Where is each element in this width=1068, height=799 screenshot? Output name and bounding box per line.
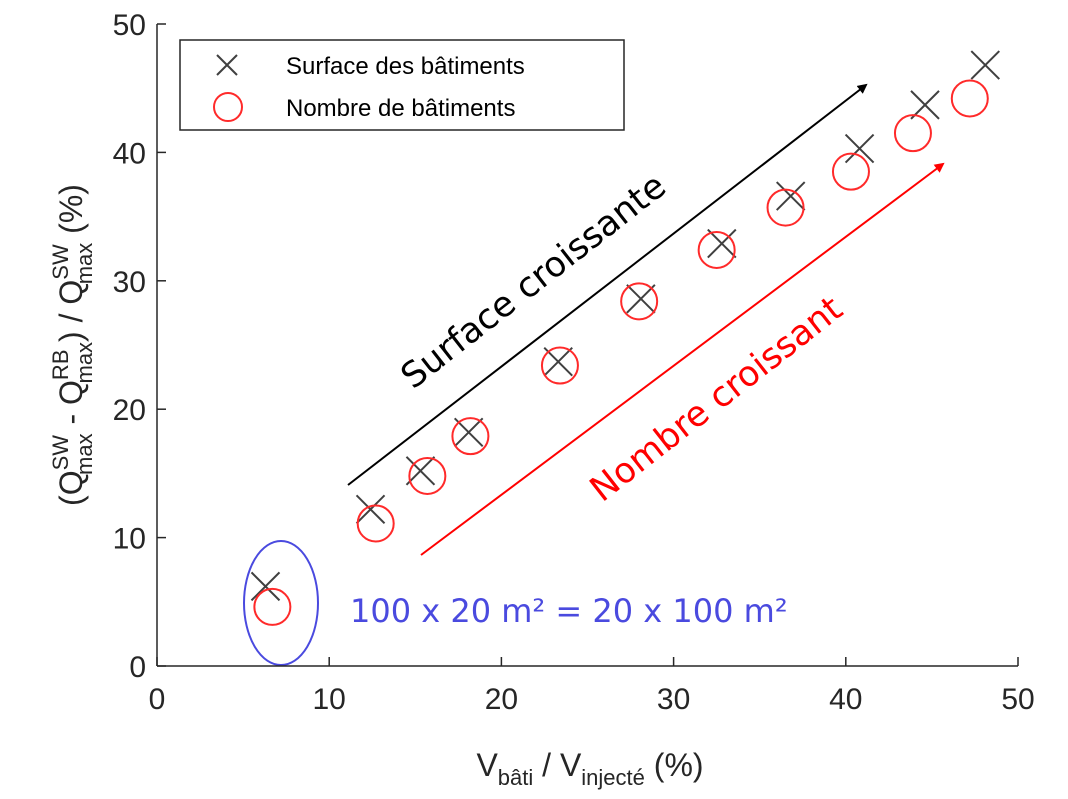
annotation-surface-croissante: Surface croissante: [394, 166, 674, 397]
legend-marker-circle: [213, 92, 243, 122]
point-surface: [910, 90, 940, 120]
point-nombre: [620, 282, 659, 321]
point-nombre: [766, 188, 805, 227]
x-tick-label: 40: [829, 683, 862, 716]
x-tick-label: 0: [149, 683, 166, 716]
y-axis-label: (QSWmax - QRBmax) / QSWmax (%): [48, 184, 97, 506]
point-surface-stroke: [453, 417, 484, 448]
point-surface: [707, 228, 737, 259]
point-nombre: [408, 456, 447, 495]
y-tick-label: 20: [113, 394, 146, 427]
point-surface: [250, 571, 281, 602]
arrow-surface-croissante: [347, 83, 868, 486]
point-nombre: [356, 504, 395, 543]
x-axis-label: Vbâti / Vinjecté (%): [476, 747, 703, 790]
highlight-ellipse: [243, 540, 319, 666]
y-tick-label: 40: [113, 137, 146, 170]
point-surface-stroke: [910, 90, 940, 120]
annotation-equality: 100 x 20 m² = 20 x 100 m²: [350, 592, 788, 630]
point-surface-stroke: [543, 346, 573, 377]
point-nombre: [831, 152, 870, 191]
point-surface: [405, 456, 436, 486]
point-surface: [970, 50, 1000, 80]
point-surface-stroke: [707, 228, 737, 259]
axes: 0 10 20 30 40 50 0 10 20 30 40 50: [113, 9, 1035, 716]
arrow-nombre-croissant: [420, 162, 945, 556]
legend-box: [179, 39, 625, 131]
y-tick-label: 30: [113, 266, 146, 299]
point-surface: [626, 284, 656, 314]
annotation-layer: [243, 83, 945, 666]
legend-label-nombre: Nombre de bâtiments: [286, 95, 515, 122]
point-surface: [775, 181, 806, 211]
point-nombre: [697, 230, 736, 269]
point-surface-stroke: [405, 456, 436, 486]
point-surface-stroke: [626, 284, 656, 314]
legend-label-surface: Surface des bâtiments: [286, 53, 525, 80]
point-surface-stroke: [775, 181, 806, 211]
data-marks: [250, 50, 1000, 626]
point-surface-stroke: [250, 571, 281, 602]
point-surface-stroke: [844, 133, 875, 164]
point-surface: [355, 494, 386, 525]
y-tick-label: 50: [113, 9, 146, 42]
point-nombre: [540, 346, 579, 385]
x-tick-label: 30: [657, 683, 690, 716]
point-surface-stroke: [970, 50, 1000, 80]
point-nombre: [950, 79, 989, 118]
legend: Surface des bâtiments Nombre de bâtiment…: [179, 39, 625, 131]
point-nombre: [451, 417, 490, 456]
point-nombre: [893, 114, 932, 153]
annotation-nombre-croissant: Nombre croissant: [583, 289, 850, 510]
point-surface-stroke: [355, 494, 386, 525]
legend-marker-x: [216, 54, 238, 76]
y-tick-label: 0: [129, 651, 146, 684]
x-tick-label: 50: [1001, 683, 1034, 716]
y-tick-label: 10: [113, 523, 146, 556]
x-tick-label: 20: [485, 683, 518, 716]
point-surface: [844, 133, 875, 164]
x-tick-label: 10: [313, 683, 346, 716]
point-nombre: [253, 587, 292, 626]
